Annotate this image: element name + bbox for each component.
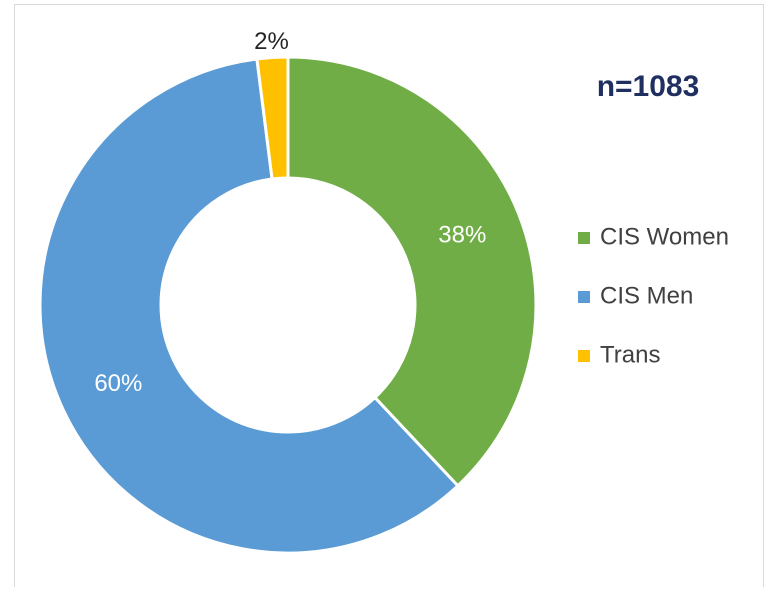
annotation: n=1083: [597, 70, 700, 103]
slice: [255, 55, 290, 181]
legend-swatch: [578, 232, 590, 244]
legend-label: CIS Men: [600, 282, 693, 309]
slice: [38, 57, 460, 555]
legend-label: Trans: [600, 341, 660, 368]
slice: [286, 55, 538, 488]
data-label: 38%: [438, 221, 486, 248]
legend-swatch: [578, 291, 590, 303]
legend-swatch: [578, 350, 590, 362]
legend-label: CIS Women: [600, 223, 729, 250]
data-label: 60%: [94, 370, 142, 397]
data-label: 2%: [254, 28, 289, 55]
